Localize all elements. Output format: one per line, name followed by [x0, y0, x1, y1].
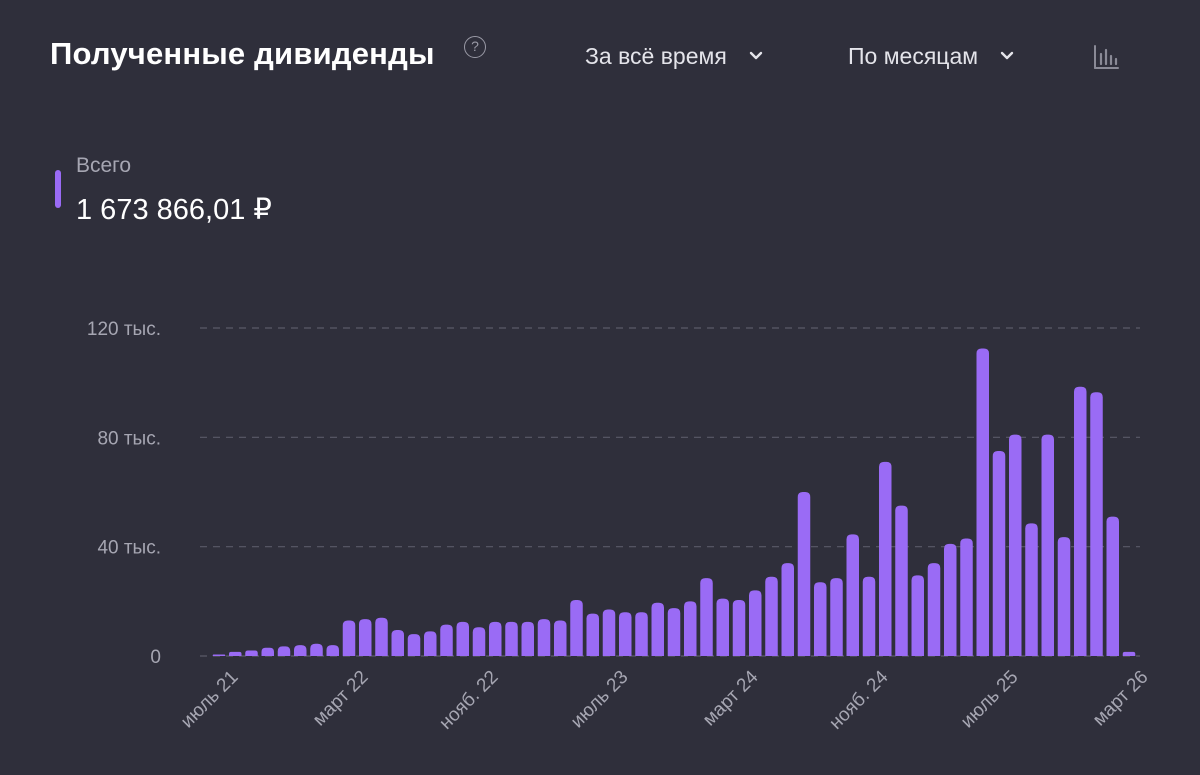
- help-icon[interactable]: ?: [464, 36, 486, 58]
- bar[interactable]: [667, 608, 681, 656]
- legend-label: Всего: [76, 154, 132, 177]
- bar[interactable]: [1122, 651, 1136, 656]
- bar[interactable]: [619, 612, 632, 656]
- y-tick-label: 0: [150, 647, 161, 668]
- bar[interactable]: [570, 599, 583, 656]
- bar[interactable]: [895, 505, 908, 656]
- legend-swatch: [55, 170, 61, 208]
- bar[interactable]: [359, 619, 372, 656]
- bar[interactable]: [911, 575, 925, 656]
- bar[interactable]: [1025, 523, 1038, 656]
- y-tick-label: 80 тыс.: [97, 428, 161, 449]
- bar[interactable]: [456, 621, 470, 656]
- period-dropdown[interactable]: За всё время: [585, 40, 763, 72]
- bar[interactable]: [505, 621, 518, 656]
- bar[interactable]: [879, 461, 892, 656]
- bar[interactable]: [749, 590, 762, 656]
- chevron-down-icon: [1000, 51, 1014, 60]
- x-tick-label: июль 25: [957, 667, 1023, 733]
- bar[interactable]: [424, 631, 437, 656]
- x-tick-label: нояб. 22: [435, 667, 502, 734]
- bar[interactable]: [846, 534, 860, 656]
- x-tick-label: нояб. 24: [825, 666, 892, 733]
- bar-chart-icon[interactable]: [1093, 44, 1119, 70]
- bar[interactable]: [684, 601, 697, 656]
- bar[interactable]: [814, 582, 827, 656]
- bar[interactable]: [992, 451, 1006, 656]
- bar[interactable]: [294, 645, 307, 656]
- bar[interactable]: [635, 612, 648, 656]
- bar[interactable]: [391, 630, 405, 656]
- page-title: Полученные дивиденды: [50, 36, 435, 71]
- bar[interactable]: [830, 578, 843, 656]
- bar[interactable]: [407, 634, 421, 656]
- bar[interactable]: [700, 578, 713, 656]
- bar[interactable]: [651, 602, 665, 656]
- bar[interactable]: [472, 627, 486, 656]
- bar[interactable]: [765, 576, 778, 656]
- bar[interactable]: [960, 538, 973, 656]
- bar[interactable]: [440, 624, 453, 656]
- bar[interactable]: [781, 563, 795, 656]
- period-dropdown-label: За всё время: [585, 42, 727, 69]
- bar[interactable]: [927, 563, 941, 656]
- y-tick-label: 40 тыс.: [97, 538, 161, 559]
- grouping-dropdown[interactable]: По месяцам: [848, 40, 1014, 72]
- bar[interactable]: [976, 348, 990, 657]
- bar[interactable]: [716, 598, 730, 656]
- y-tick-label: 120 тыс.: [87, 319, 161, 340]
- x-tick-label: март 26: [1089, 667, 1153, 731]
- bar[interactable]: [326, 645, 340, 656]
- bar[interactable]: [586, 613, 600, 656]
- bar[interactable]: [537, 619, 551, 656]
- bar[interactable]: [1106, 516, 1120, 656]
- grouping-dropdown-label: По месяцам: [848, 42, 979, 69]
- bar[interactable]: [245, 650, 258, 656]
- bar[interactable]: [261, 647, 275, 656]
- total-value: 1 673 866,01 ₽: [76, 194, 272, 226]
- bar[interactable]: [310, 643, 323, 656]
- bar[interactable]: [375, 617, 388, 656]
- bar[interactable]: [732, 599, 746, 656]
- bar[interactable]: [862, 576, 876, 656]
- bar[interactable]: [212, 654, 226, 657]
- x-tick-label: июль 23: [567, 667, 633, 733]
- bar[interactable]: [554, 620, 567, 656]
- bar[interactable]: [489, 621, 502, 656]
- x-tick-label: март 22: [309, 667, 373, 731]
- x-tick-label: март 24: [699, 666, 763, 730]
- bar[interactable]: [602, 609, 616, 656]
- bar[interactable]: [1009, 434, 1022, 656]
- bar[interactable]: [521, 621, 535, 656]
- x-tick-label: июль 21: [177, 667, 243, 733]
- bar[interactable]: [229, 651, 242, 656]
- bar[interactable]: [277, 646, 291, 656]
- bar[interactable]: [1057, 537, 1071, 656]
- bar[interactable]: [944, 543, 957, 656]
- bar[interactable]: [1041, 434, 1055, 656]
- chevron-down-icon: [749, 51, 762, 60]
- bar[interactable]: [342, 620, 356, 656]
- bar[interactable]: [797, 492, 811, 656]
- bar[interactable]: [1074, 386, 1087, 656]
- bar[interactable]: [1090, 392, 1103, 656]
